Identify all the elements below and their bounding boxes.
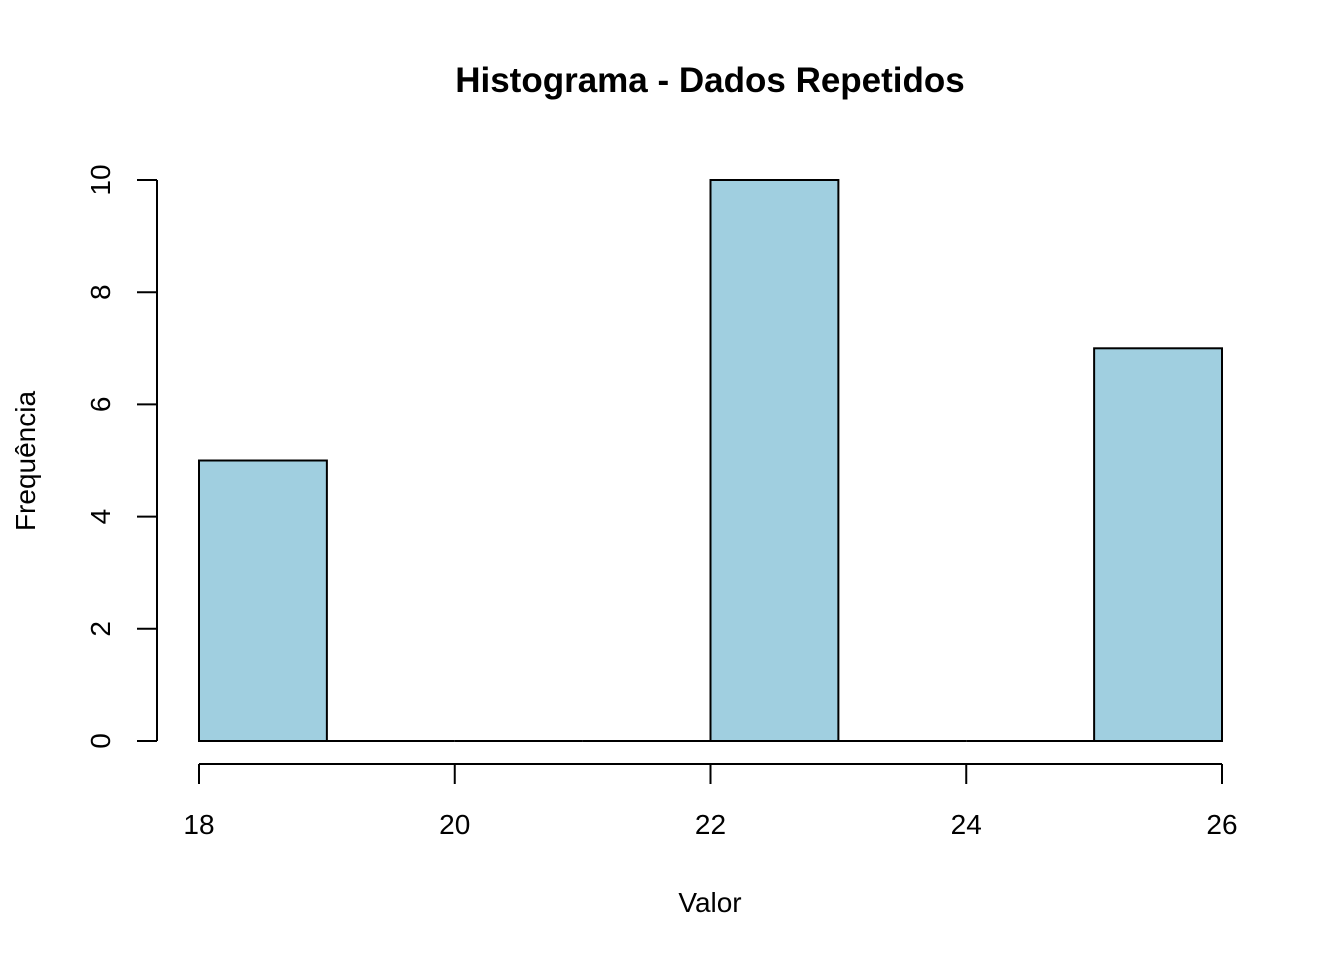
y-tick-label-4: 8 xyxy=(85,284,116,300)
histogram-bar-4 xyxy=(709,179,840,742)
x-axis: 18 20 22 24 26 xyxy=(183,763,1238,840)
bars-group xyxy=(198,179,1223,742)
y-tick-label-1: 2 xyxy=(85,621,116,637)
x-tick-label-0: 18 xyxy=(183,809,214,840)
histogram-bar-7 xyxy=(1093,347,1223,742)
x-tick-label-3: 24 xyxy=(951,809,982,840)
y-tick-label-3: 6 xyxy=(85,397,116,413)
histogram-bar-0 xyxy=(198,459,328,742)
y-tick-label-0: 0 xyxy=(85,733,116,749)
y-tick-label-2: 4 xyxy=(85,509,116,525)
chart-title: Histograma - Dados Repetidos xyxy=(455,61,965,100)
y-axis-label: Frequência xyxy=(10,391,41,532)
x-axis-label: Valor xyxy=(678,887,741,918)
x-tick-label-4: 26 xyxy=(1206,809,1237,840)
x-tick-label-1: 20 xyxy=(439,809,470,840)
y-axis: 0 2 4 6 8 10 xyxy=(85,164,158,749)
y-tick-label-5: 10 xyxy=(85,164,116,195)
x-tick-label-2: 22 xyxy=(695,809,726,840)
